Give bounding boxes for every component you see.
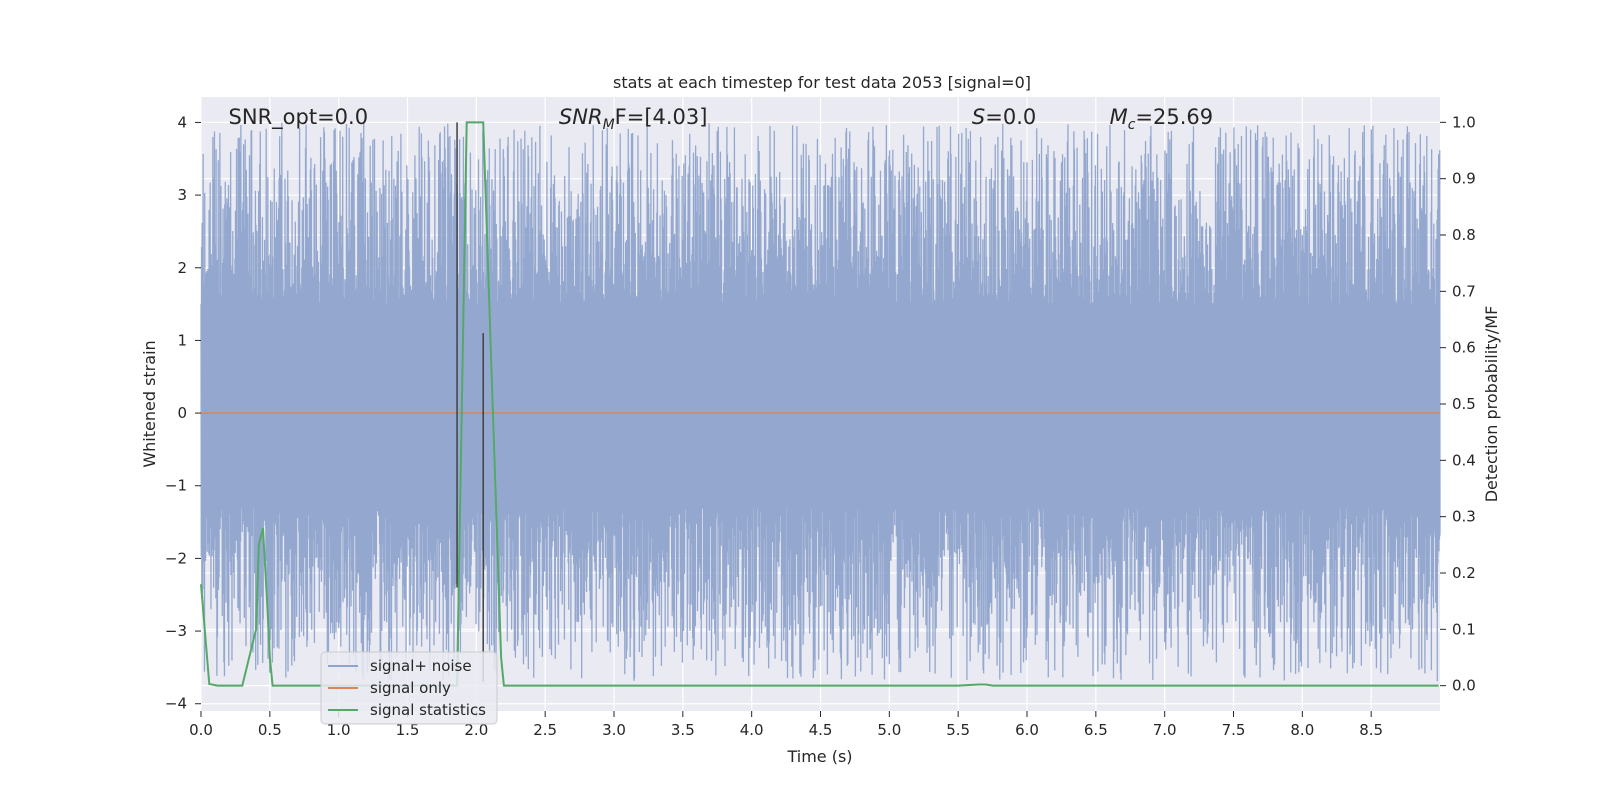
x-tick-label: 6.0 [1015, 721, 1039, 739]
vertical-markers [456, 122, 484, 682]
x-tick-label: 7.5 [1222, 721, 1246, 739]
legend: signal+ noise signal only signal statistic… [320, 651, 498, 725]
y2-tick-label: 0.4 [1452, 451, 1476, 469]
x-tick-label: 5.0 [877, 721, 901, 739]
annotations: SNR_opt=0.0 SNRMF=[4.03] S=0.0 Mc=25.69 [229, 105, 1214, 133]
y-tick-label: 1 [177, 331, 187, 349]
x-tick-label: 2.5 [533, 721, 557, 739]
y-tick-label: 2 [177, 259, 187, 277]
signal-noise-series [200, 122, 1441, 682]
y2-tick-label: 0.0 [1452, 677, 1476, 695]
y-tick-label: 0 [177, 404, 187, 422]
y2-tick-label: 0.3 [1452, 508, 1476, 526]
legend-label: signal statistics [370, 701, 486, 719]
y2-tick-label: 0.6 [1452, 339, 1476, 357]
y-tick-label: 3 [177, 186, 187, 204]
y2-tick-label: 0.5 [1452, 395, 1476, 413]
legend-box [320, 651, 498, 725]
x-axis-label: Time (s) [786, 747, 852, 766]
annotation: S=0.0 [972, 105, 1036, 129]
y2-tick-label: 0.2 [1452, 564, 1476, 582]
y-axis-ticks: 4 3 2 1 0 −1 −2 −3 −4 [165, 113, 201, 713]
y-tick-label: 4 [177, 113, 187, 131]
y2-tick-label: 0.8 [1452, 226, 1476, 244]
legend-label: signal+ noise [370, 657, 472, 675]
chart-title: stats at each timestep for test data 205… [613, 73, 1031, 92]
annotation: Mc=25.69 [1110, 105, 1214, 133]
y2-tick-label: 0.1 [1452, 620, 1476, 638]
legend-label: signal only [370, 679, 451, 697]
y-tick-label: −1 [165, 477, 187, 495]
signal-noise-line [200, 122, 1441, 682]
y2-axis-ticks: 1.0 0.9 0.8 0.7 0.6 0.5 0.4 0.3 0.2 0.1 0.0 [1440, 113, 1476, 695]
x-tick-label: 3.0 [602, 721, 626, 739]
y-axis-label: Whitened strain [140, 340, 159, 467]
x-tick-label: 0.0 [189, 721, 213, 739]
x-tick-label: 3.5 [671, 721, 695, 739]
y-tick-label: −3 [165, 622, 187, 640]
x-tick-label: 8.5 [1359, 721, 1383, 739]
x-tick-label: 1.0 [327, 721, 351, 739]
y-tick-label: −4 [165, 695, 187, 713]
y2-tick-label: 0.7 [1452, 282, 1476, 300]
x-tick-label: 7.0 [1153, 721, 1177, 739]
x-tick-label: 1.5 [396, 721, 420, 739]
y2-tick-label: 1.0 [1452, 113, 1476, 131]
x-tick-label: 8.0 [1290, 721, 1314, 739]
x-tick-label: 5.5 [946, 721, 970, 739]
x-tick-label: 4.5 [809, 721, 833, 739]
x-tick-label: 2.0 [464, 721, 488, 739]
x-axis-ticks: 0.0 0.5 1.0 1.5 2.0 2.5 3.0 3.5 4.0 4.5 5.0 5.5 6.0 6… [189, 711, 1383, 739]
annotation: SNRMF=[4.03] [559, 105, 708, 133]
y2-axis-label: Detection probability/MF [1482, 306, 1501, 503]
y-tick-label: −2 [165, 549, 187, 567]
x-tick-label: 4.0 [740, 721, 764, 739]
x-tick-label: 0.5 [258, 721, 282, 739]
y2-tick-label: 0.9 [1452, 170, 1476, 188]
x-tick-label: 6.5 [1084, 721, 1108, 739]
annotation: SNR_opt=0.0 [229, 105, 369, 130]
